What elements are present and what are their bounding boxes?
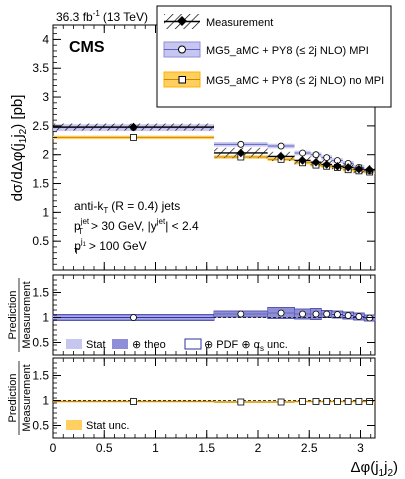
measurement-point-6 [333, 161, 342, 171]
main-ytick-label-4: 2.5 [32, 119, 49, 133]
ratio-mpi-ytick-label-1: 1 [42, 311, 49, 325]
ratio-mpi-point-0 [130, 314, 137, 321]
ratio-nompi-ylabel: Prediction Measurement [7, 361, 33, 435]
ratio-mpi-legend-stat-label: Stat [86, 339, 106, 351]
legend-measurement-marker [177, 16, 187, 26]
ratio-nompi-panel [53, 398, 375, 406]
measurement-point-3 [298, 156, 307, 165]
xtick-label-5: 2.5 [301, 441, 318, 455]
energy-label: (13 TeV) [103, 10, 148, 24]
mpi-point-1 [237, 140, 245, 148]
ratio-nompi-point-1 [237, 398, 245, 406]
experiment-label: CMS [69, 39, 105, 56]
ratio-nompi-ytick-label-2: 1.5 [32, 369, 49, 383]
ratio-nompi-ylabel-bottom: Measurement [21, 364, 33, 431]
legend-mpi-marker [178, 45, 186, 54]
x-axis-title: Δφ(j1j2) [350, 459, 398, 479]
measurement-point-5 [322, 160, 331, 169]
ratio-nompi-point-6 [334, 398, 341, 405]
main-panel [53, 122, 375, 176]
main-ytick-label-2: 1.5 [32, 177, 49, 191]
nompi-point-0 [130, 134, 137, 141]
lumi-label: 36.3 fb-1 (13 TeV) [56, 9, 148, 24]
ratio-nompi-point-2 [277, 398, 285, 406]
ratio-mpi-point-2 [277, 309, 285, 317]
measurement-point-8 [354, 164, 364, 174]
ratio-nompi-point-5 [323, 398, 331, 405]
ratio-nompi-legend: Stat unc. [66, 420, 129, 432]
ratio-mpi-legend-theo-label: ⊕ theo [132, 339, 166, 351]
xtick-label-2: 1 [152, 441, 159, 455]
main-ytick-label-5: 3 [42, 90, 49, 104]
measurement-point-1 [236, 148, 246, 158]
measurement-point-9 [365, 165, 374, 174]
ratio-nompi-point-4 [312, 398, 320, 405]
legend-nompi-marker [178, 76, 186, 84]
main-ytick-label-3: 2 [42, 148, 49, 162]
ratio-mpi-ytick-label-2: 1.5 [32, 286, 49, 300]
measurement-point-4 [311, 157, 321, 167]
ratio-mpi-legend-stat-swatch [66, 339, 82, 349]
ratio-nompi-point-7 [344, 398, 352, 405]
jet-algorithm-label: anti-kT (R = 0.4) jets [74, 199, 180, 215]
main-ytick-label-0: 0.5 [32, 234, 49, 248]
ratio-nompi-ytick-label-1: 1 [42, 394, 49, 408]
xtick-label-3: 1.5 [198, 441, 215, 455]
ratio-mpi-panel [52, 307, 376, 322]
ratio-mpi-legend-pdf-label: ⊕ PDF ⊕ αs unc. [204, 339, 288, 353]
jet-cut-label: pjet T > 30 GeV, |yjet| < 2.4 [74, 217, 199, 236]
ratio-nompi-ytick-label-0: 0.5 [32, 419, 49, 433]
mpi-point-2 [277, 142, 285, 150]
mpi-point-5 [323, 154, 331, 161]
ratio-mpi-point-7 [344, 312, 352, 319]
measurement-point-7 [343, 163, 353, 172]
ratio-mpi-ylabel: Prediction Measurement [7, 278, 33, 352]
legend-measurement-label: Measurement [206, 17, 273, 29]
legend-mpi-label: MG5_aMC + PY8 (≤ 2j NLO) MPI [206, 45, 369, 57]
xtick-label-4: 2 [255, 441, 262, 455]
ratio-nompi-point-3 [299, 398, 306, 405]
legend-nompi-label: MG5_aMC + PY8 (≤ 2j NLO) no MPI [206, 75, 384, 87]
ratio-nompi-point-9 [366, 398, 374, 405]
lumi-sup: -1 [93, 9, 101, 18]
ratio-nompi-legend-stat-swatch [66, 420, 82, 430]
leading-jet-cut-label: pj1 T > 100 GeV [74, 237, 147, 256]
ratio-mpi-legend-theo-swatch [112, 339, 128, 349]
main-ytick-label-6: 3.5 [32, 61, 49, 75]
ratio-mpi-point-8 [355, 313, 363, 320]
mpi-point-4 [312, 151, 320, 159]
xtick-label-0: 0 [50, 441, 57, 455]
ratio-mpi-point-4 [312, 310, 320, 318]
ratio-nompi-point-8 [355, 398, 363, 405]
measurement-point-0 [129, 122, 138, 132]
ratio-nompi-point-0 [130, 398, 137, 405]
ratio-mpi-legend-pdf-swatch [184, 338, 202, 350]
ratio-mpi-point-5 [323, 310, 331, 318]
main-ytick-label-1: 1 [42, 205, 49, 219]
ratio-nompi-ylabel-top: Prediction [7, 374, 19, 423]
ratio-mpi-ylabel-bottom: Measurement [21, 281, 33, 348]
main-ytick-label-7: 4 [42, 32, 49, 46]
ratio-mpi-legend: Stat ⊕ theo ⊕ PDF ⊕ αs unc. [66, 338, 288, 353]
main-ylabel: dσ/dΔφ(j1j2) [pb] [9, 95, 29, 202]
ratio-nompi-legend-stat-label: Stat unc. [86, 420, 129, 432]
ratio-mpi-ytick-label-0: 0.5 [32, 336, 49, 350]
ratio-mpi-ylabel-top: Prediction [7, 291, 19, 340]
legend: Measurement MG5_aMC + PY8 (≤ 2j NLO) MPI… [156, 5, 392, 108]
ratio-mpi-point-3 [299, 310, 306, 318]
ratio-mpi-point-1 [237, 310, 245, 318]
xtick-label-1: 0.5 [96, 441, 113, 455]
ratio-mpi-point-6 [334, 311, 341, 318]
measurement-point-2 [276, 152, 286, 161]
mpi-point-3 [299, 149, 306, 157]
xtick-label-6: 3 [357, 441, 364, 455]
